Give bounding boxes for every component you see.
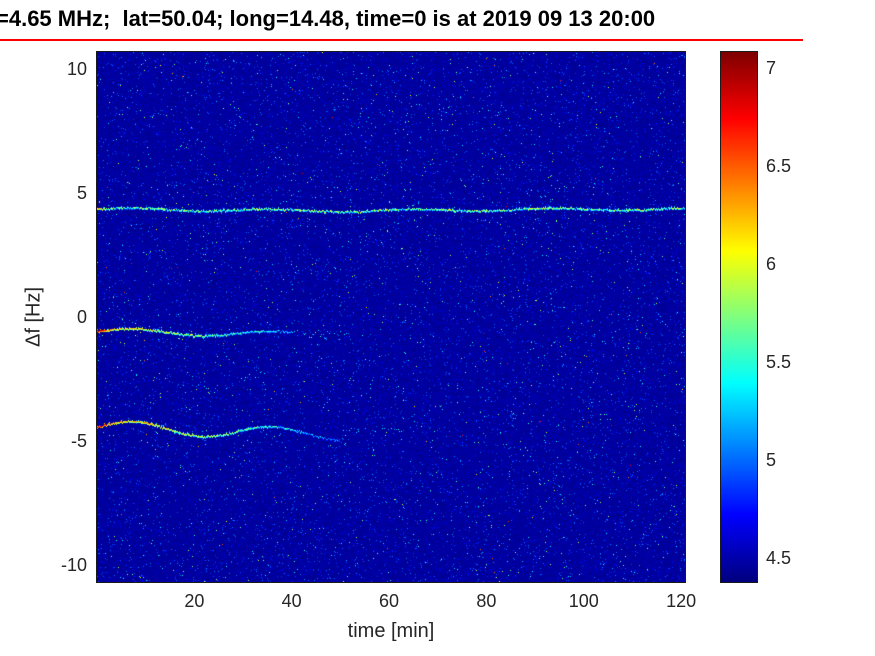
colorbar-tick-label: 6 [766,254,777,274]
colorbar-tick-label: 6.5 [766,155,792,176]
colorbar-tick-label: 5.5 [766,352,792,373]
y-tick-label: -10 [60,554,87,575]
x-tick-label: 100 [568,591,599,611]
y-tick-label: 10 [66,59,87,80]
colorbar-tick-label: 7 [766,57,777,78]
x-tick-label: 60 [379,591,400,611]
y-axis-label: Δf [Hz] [22,286,45,348]
x-tick-label: 80 [476,591,497,611]
colorbar-tick-label: 5 [766,450,777,471]
spectrogram-heatmap-canvas [97,52,685,582]
x-tick-label: 120 [666,591,697,611]
title-underline-rule [0,39,803,41]
chart-title: =4.65 MHz; lat=50.04; long=14.48, time=0… [0,6,656,31]
y-tick-label: 5 [76,183,87,204]
colorbar-tick-label: 4.5 [766,548,792,569]
y-tick-label: -5 [70,430,87,451]
x-axis-label: time [min] [347,620,435,642]
x-tick-label: 40 [281,591,302,611]
y-tick-label: 0 [76,307,87,327]
colorbar-gradient-canvas [721,52,757,582]
plot-area [96,51,686,583]
colorbar [720,51,758,583]
x-tick-label: 20 [184,591,205,611]
